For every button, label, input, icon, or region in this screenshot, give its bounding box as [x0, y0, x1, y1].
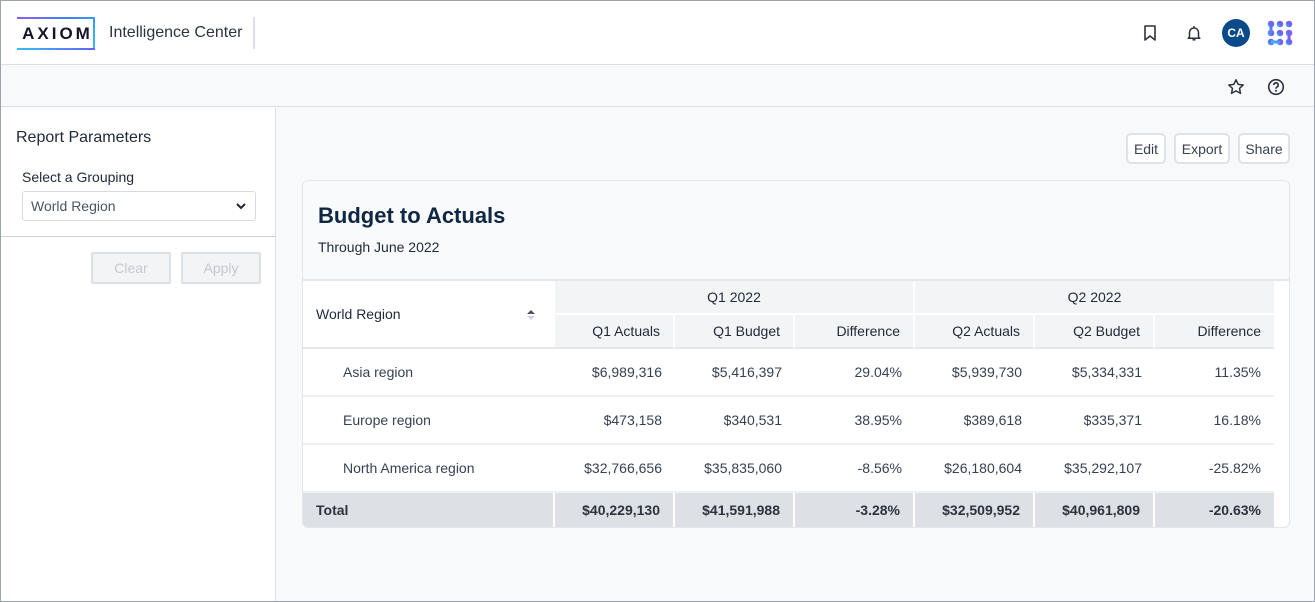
cell: $473,158	[555, 397, 675, 445]
cell: $32,766,656	[555, 445, 675, 493]
row-label: Asia region	[303, 349, 555, 397]
cell: $6,989,316	[555, 349, 675, 397]
top-header: AXIOM Intelligence Center CA	[1, 1, 1314, 65]
header-divider	[253, 17, 255, 49]
notifications-button[interactable]	[1178, 17, 1210, 49]
cell: $340,531	[675, 397, 795, 445]
total-label: Total	[303, 493, 555, 527]
report-title: Budget to Actuals	[318, 203, 506, 228]
cell: $35,292,107	[1035, 445, 1155, 493]
report-subtitle: Through June 2022	[318, 239, 440, 255]
grouping-select[interactable]: World Region	[22, 191, 256, 221]
budget-table: World Region Q1 2022 Q2 2022 Q1 Actuals …	[303, 281, 1274, 527]
column-header[interactable]: Q2 Budget	[1035, 315, 1155, 349]
total-cell: $41,591,988	[675, 493, 795, 527]
cell: $35,835,060	[675, 445, 795, 493]
panel-title: Report Parameters	[16, 129, 152, 146]
favorite-button[interactable]	[1220, 71, 1252, 103]
bell-icon	[1187, 26, 1201, 41]
column-header-label: World Region	[316, 306, 401, 322]
group-header-q2: Q2 2022	[915, 281, 1274, 315]
table-row: Asia region $6,989,316 $5,416,397 29.04%…	[303, 349, 1274, 397]
secondary-toolbar	[1, 66, 1314, 107]
grouping-label: Select a Grouping	[22, 169, 135, 185]
cell: $5,416,397	[675, 349, 795, 397]
total-cell: $40,229,130	[555, 493, 675, 527]
report-header: Budget to Actuals Through June 2022	[303, 181, 1289, 281]
clear-button[interactable]: Clear	[91, 252, 171, 284]
cell: $26,180,604	[915, 445, 1035, 493]
total-cell: $40,961,809	[1035, 493, 1155, 527]
apps-grid-icon	[1267, 20, 1293, 46]
cell: 11.35%	[1155, 349, 1274, 397]
sort-icon[interactable]	[527, 309, 535, 321]
cell: $5,939,730	[915, 349, 1035, 397]
cell: 38.95%	[795, 397, 915, 445]
column-header[interactable]: Q2 Actuals	[915, 315, 1035, 349]
cell: 29.04%	[795, 349, 915, 397]
cell: -25.82%	[1155, 445, 1274, 493]
cell: $5,334,331	[1035, 349, 1155, 397]
star-icon	[1228, 79, 1244, 95]
report-parameters-panel: Report Parameters Select a Grouping Worl…	[1, 108, 276, 601]
column-header[interactable]: Q1 Actuals	[555, 315, 675, 349]
column-header-world-region[interactable]: World Region	[303, 281, 555, 349]
total-cell: -3.28%	[795, 493, 915, 527]
table-row: Europe region $473,158 $340,531 38.95% $…	[303, 397, 1274, 445]
table-row: North America region $32,766,656 $35,835…	[303, 445, 1274, 493]
report-card: Budget to Actuals Through June 2022 Worl…	[302, 180, 1290, 528]
chevron-down-icon	[236, 203, 246, 210]
row-label: North America region	[303, 445, 555, 493]
help-button[interactable]	[1260, 71, 1292, 103]
total-cell: -20.63%	[1155, 493, 1274, 527]
help-icon	[1267, 78, 1285, 96]
cell: -8.56%	[795, 445, 915, 493]
cell: $335,371	[1035, 397, 1155, 445]
row-label: Europe region	[303, 397, 555, 445]
cell: $389,618	[915, 397, 1035, 445]
bookmark-icon	[1144, 25, 1156, 41]
panel-divider	[1, 236, 276, 237]
apply-button[interactable]: Apply	[181, 252, 261, 284]
column-header[interactable]: Q1 Budget	[675, 315, 795, 349]
user-avatar[interactable]: CA	[1222, 19, 1250, 47]
column-header[interactable]: Difference	[795, 315, 915, 349]
column-header[interactable]: Difference	[1155, 315, 1274, 349]
app-title: Intelligence Center	[109, 24, 243, 41]
bookmark-button[interactable]	[1134, 17, 1166, 49]
share-button[interactable]: Share	[1238, 133, 1290, 164]
group-header-q1: Q1 2022	[555, 281, 915, 315]
edit-button[interactable]: Edit	[1126, 133, 1166, 164]
apps-grid-button[interactable]	[1264, 17, 1296, 49]
grouping-select-value: World Region	[31, 198, 116, 214]
total-row: Total $40,229,130 $41,591,988 -3.28% $32…	[303, 493, 1274, 527]
total-cell: $32,509,952	[915, 493, 1035, 527]
export-button[interactable]: Export	[1174, 133, 1230, 164]
axiom-logo[interactable]: AXIOM	[17, 17, 95, 50]
cell: 16.18%	[1155, 397, 1274, 445]
